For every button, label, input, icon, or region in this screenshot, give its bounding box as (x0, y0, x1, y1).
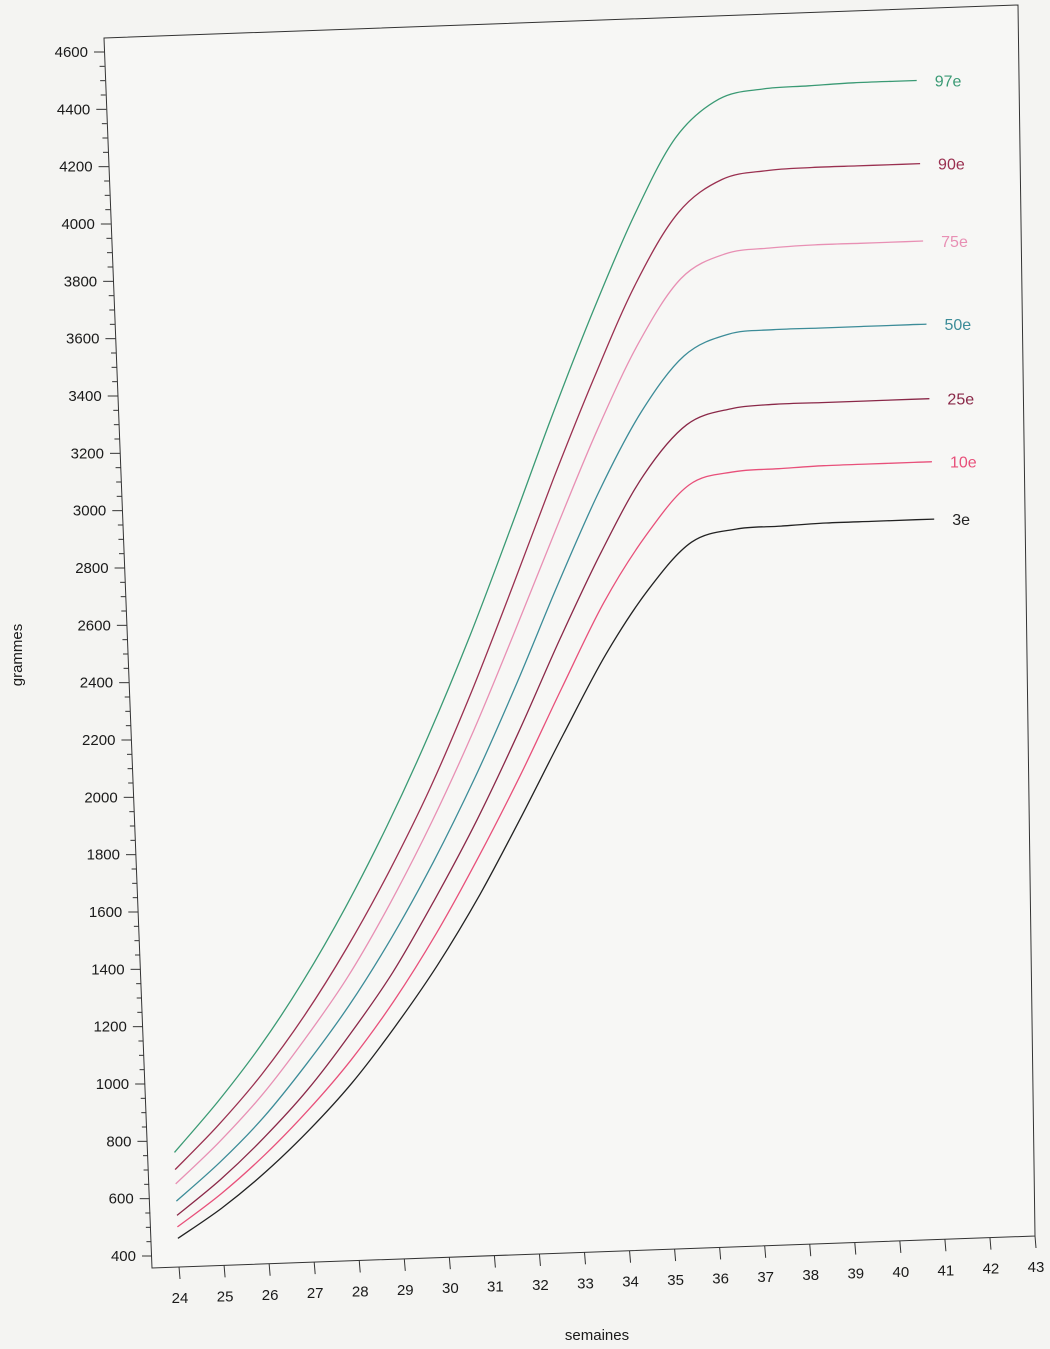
y-tick-label: 2200 (82, 732, 115, 749)
y-tick-label: 2400 (80, 675, 113, 692)
y-tick-label: 600 (109, 1191, 134, 1208)
y-tick-label: 3800 (64, 273, 97, 290)
x-tick (629, 1250, 632, 1263)
series-line-75e (175, 240, 924, 1185)
x-axis: 24 25 26 27 28 29 30 31 32 33 34 35 36 37 38 39 40 41 42 43 (172, 1235, 1045, 1307)
x-tick-label: 38 (802, 1267, 819, 1284)
x-tick-label: 41 (938, 1262, 955, 1279)
x-tick (809, 1244, 812, 1257)
x-tick-label: 27 (307, 1285, 324, 1302)
x-tick-label: 35 (667, 1272, 684, 1289)
y-axis: 400 600 800 1000 1200 1400 1600 1800 2000 2200 240… (55, 44, 152, 1265)
x-tick (493, 1255, 496, 1268)
x-tick-label: 28 (352, 1283, 369, 1300)
x-tick (1034, 1235, 1037, 1249)
x-tick (268, 1263, 271, 1276)
series-label-25e: 25e (947, 392, 974, 409)
x-tick (764, 1245, 767, 1258)
x-tick-label: 30 (442, 1280, 459, 1297)
x-tick-label: 24 (172, 1290, 189, 1307)
series-group: 97e 90e 75e 50e 25e 10e 3e (174, 73, 977, 1239)
y-tick-label: 1600 (89, 904, 122, 921)
y-tick-label: 1800 (87, 847, 120, 864)
x-tick (583, 1252, 586, 1265)
series-label-75e: 75e (941, 234, 968, 251)
series-line-90e (174, 162, 921, 1171)
x-tick (223, 1265, 226, 1278)
y-tick-label: 1400 (91, 961, 124, 978)
x-tick (674, 1249, 677, 1262)
x-tick-label: 29 (397, 1282, 414, 1299)
x-tick-label: 34 (622, 1274, 639, 1291)
y-tick-label: 3200 (71, 445, 104, 462)
x-tick-label: 32 (532, 1277, 549, 1294)
y-tick-label: 4400 (57, 101, 90, 118)
x-axis-title: semaines (565, 1327, 629, 1344)
series-line-10e (177, 461, 932, 1228)
y-tick-label: 1000 (96, 1076, 129, 1093)
x-tick-label: 25 (217, 1288, 234, 1305)
series-label-97e: 97e (935, 73, 962, 90)
x-tick (989, 1237, 992, 1250)
x-tick-label: 36 (712, 1270, 729, 1287)
series-label-50e: 50e (944, 317, 971, 334)
y-tick-label: 800 (106, 1133, 131, 1150)
x-tick (358, 1260, 361, 1273)
x-tick (944, 1239, 947, 1252)
x-tick-label: 40 (893, 1264, 910, 1281)
y-tick-label: 3600 (66, 331, 99, 348)
y-tick-label: 400 (111, 1248, 136, 1265)
y-tick-label: 2800 (75, 560, 108, 577)
x-tick-label: 43 (1028, 1259, 1045, 1276)
x-tick-label: 42 (983, 1261, 1000, 1278)
x-tick-label: 39 (847, 1266, 864, 1283)
series-label-10e: 10e (950, 455, 977, 472)
x-tick-label: 37 (757, 1269, 774, 1286)
plot-frame (103, 4, 1036, 1269)
y-tick-label: 2600 (77, 617, 110, 634)
x-tick-label: 31 (487, 1279, 504, 1296)
plot-border (103, 4, 1036, 1269)
series-line-3e (177, 518, 935, 1239)
series-line-97e (174, 79, 917, 1153)
series-label-90e: 90e (938, 157, 965, 174)
x-tick (854, 1242, 857, 1255)
x-tick (899, 1240, 902, 1253)
y-tick-label: 2000 (84, 789, 117, 806)
x-tick (448, 1257, 451, 1270)
x-tick (178, 1266, 181, 1280)
series-label-3e: 3e (952, 512, 970, 529)
y-tick-label: 3000 (73, 503, 106, 520)
x-tick-label: 26 (262, 1287, 279, 1304)
y-tick-label: 1200 (93, 1019, 126, 1036)
x-tick (403, 1258, 406, 1271)
y-axis-title: grammes (9, 624, 26, 687)
y-tick-label: 4000 (61, 216, 94, 233)
series-line-25e (176, 398, 930, 1216)
x-tick (313, 1262, 316, 1275)
y-tick-label: 3400 (68, 388, 101, 405)
y-tick-label: 4200 (59, 159, 92, 176)
series-line-50e (175, 323, 927, 1202)
x-tick-label: 33 (577, 1275, 594, 1292)
x-tick (538, 1253, 541, 1267)
x-tick (719, 1247, 722, 1260)
y-tick-label: 4600 (55, 44, 88, 61)
